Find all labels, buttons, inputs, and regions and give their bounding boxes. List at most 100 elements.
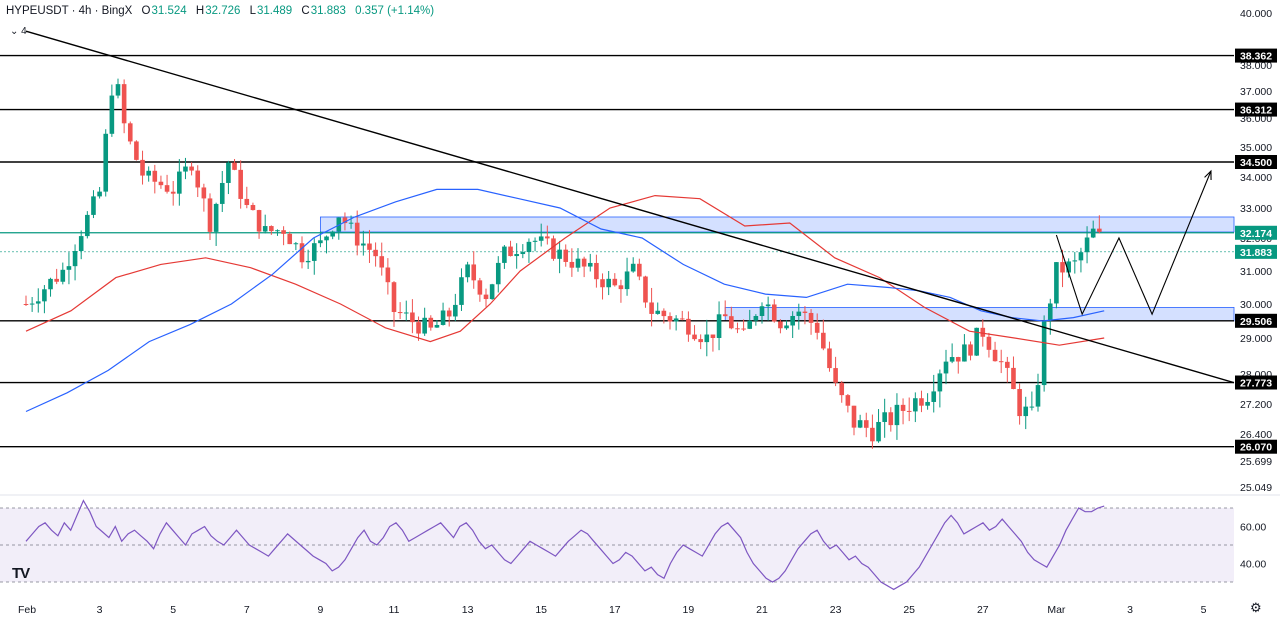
price-axis-tick: 35.000 <box>1240 142 1272 154</box>
candle-body <box>913 398 918 412</box>
candle-body <box>667 316 673 322</box>
price-axis-tick: 40.000 <box>1240 8 1272 20</box>
candle-body <box>931 391 937 402</box>
candle-body <box>643 276 648 303</box>
level-badge-label: 32.174 <box>1240 228 1272 240</box>
candle-body <box>600 279 605 288</box>
candle-body <box>992 349 998 362</box>
candle-body <box>262 226 268 232</box>
chart-header: HYPEUSDT · 4h · BingX O31.524 H32.726 L3… <box>6 5 434 17</box>
candle-body <box>1047 303 1053 321</box>
close-label: C <box>301 5 310 17</box>
price-axis-tick: 25.049 <box>1240 482 1272 494</box>
time-axis-tick: 25 <box>903 604 915 616</box>
candle-body <box>238 169 243 199</box>
candle-body <box>85 214 90 237</box>
time-axis-tick: 7 <box>244 604 250 616</box>
candle-body <box>692 334 697 340</box>
candle-body <box>845 395 851 406</box>
supply-demand-zone <box>319 216 1235 233</box>
high-label: H <box>195 5 205 17</box>
supply-demand-zone <box>724 306 1235 322</box>
descending-trendline <box>25 30 1235 384</box>
price-axis-tick: 33.000 <box>1240 203 1272 215</box>
candle-body <box>48 278 53 290</box>
close-value: 31.883 <box>310 5 346 17</box>
price-axis-tick: 34.000 <box>1240 172 1272 184</box>
level-badge <box>1235 375 1277 390</box>
candle-body <box>962 344 967 362</box>
time-axis-tick: 23 <box>830 604 842 616</box>
time-axis-tick: 27 <box>977 604 989 616</box>
candle-body <box>207 198 213 232</box>
candle-body <box>888 412 894 426</box>
candle-body <box>563 249 569 262</box>
candle-body <box>925 401 930 406</box>
candle-body <box>397 312 403 314</box>
candle-body <box>256 210 262 232</box>
candle-body <box>373 249 378 257</box>
candle-body <box>324 236 329 241</box>
time-axis-tick: 13 <box>462 604 474 616</box>
candle-body <box>778 321 783 329</box>
level-badge <box>1235 313 1277 328</box>
candle-body <box>900 404 906 411</box>
candle-body <box>183 166 188 172</box>
level-badge <box>1235 102 1277 117</box>
price-axis-tick: 25.699 <box>1240 456 1272 468</box>
candle-body <box>195 170 201 188</box>
indicators-collapse-button[interactable]: ⌄ 4 <box>10 26 27 37</box>
candle-body <box>410 312 415 323</box>
candle-body <box>943 361 949 374</box>
time-axis-tick: Feb <box>18 604 36 616</box>
candle-body <box>741 328 746 330</box>
candle-body <box>35 301 41 304</box>
candle-body <box>974 327 979 356</box>
gear-icon[interactable]: ⚙ <box>1250 600 1262 615</box>
candle-body <box>863 420 869 428</box>
candle-body <box>416 322 421 334</box>
candle-body <box>894 404 900 426</box>
candle-body <box>949 357 955 362</box>
candle-body <box>1097 228 1102 232</box>
candle-body <box>440 310 446 325</box>
candle-body <box>269 226 274 232</box>
candle-body <box>759 306 765 316</box>
candle-body <box>115 84 121 96</box>
candle-body <box>716 314 722 338</box>
candle-body <box>747 320 753 329</box>
candle-body <box>649 302 654 314</box>
candle-body <box>1041 320 1047 386</box>
candle-body <box>465 264 470 278</box>
candle-body <box>477 280 483 295</box>
tradingview-logo: TV <box>12 565 30 582</box>
candle-body <box>428 317 434 328</box>
candle-body <box>483 294 489 300</box>
candle-body <box>919 398 924 406</box>
candle-body <box>305 260 311 263</box>
high-value: 32.726 <box>205 5 241 17</box>
candle-body <box>330 231 335 237</box>
candle-body <box>735 328 740 330</box>
candle-body <box>655 310 661 314</box>
candle-body <box>1005 361 1010 368</box>
candle-body <box>446 310 452 317</box>
candle-body <box>1090 228 1096 238</box>
candle-body <box>857 420 863 428</box>
candle-body <box>765 304 771 307</box>
candle-body <box>459 277 464 305</box>
candle-body <box>814 322 820 333</box>
time-axis-tick: Mar <box>1047 604 1066 616</box>
symbol-title[interactable]: HYPEUSDT · 4h · BingX <box>6 5 133 17</box>
rsi-line <box>25 499 1105 591</box>
last-price-badge <box>1235 244 1277 259</box>
candle-body <box>281 230 286 234</box>
candle-body <box>146 170 151 176</box>
candle-body <box>624 271 630 290</box>
candle-body <box>906 410 912 412</box>
time-axis-tick: 5 <box>1201 604 1207 616</box>
candle-body <box>551 238 556 259</box>
candle-body <box>495 262 501 285</box>
